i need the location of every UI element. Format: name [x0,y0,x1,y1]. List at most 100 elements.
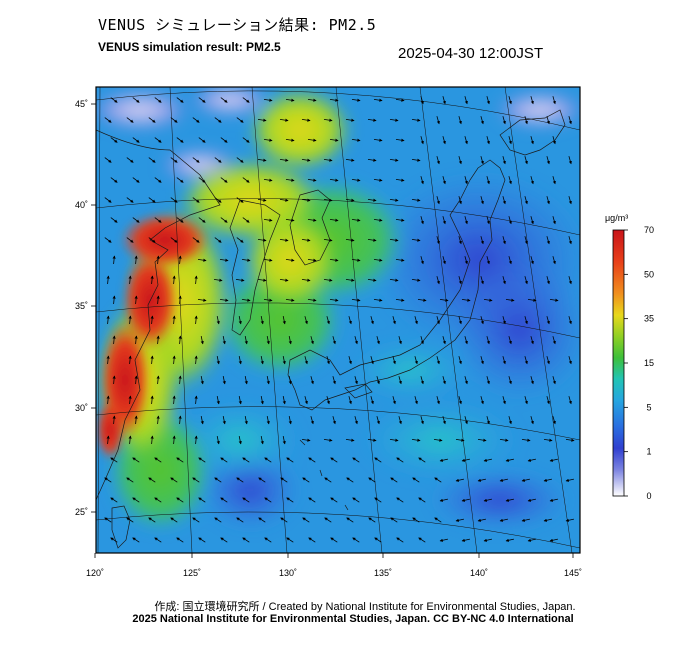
wind-arrow [242,497,250,503]
wind-arrow [352,457,360,463]
wind-arrow [546,196,550,205]
wind-arrow [370,356,374,365]
colorbar-label-0: 0 [646,491,651,501]
wind-arrow [104,117,112,123]
wind-arrow [345,438,355,442]
wind-arrow [439,538,448,542]
wind-arrow [543,438,553,442]
wind-arrow [220,177,228,183]
wind-arrow [480,316,484,325]
wind-arrow [170,517,178,523]
wind-arrow [285,98,295,102]
wind-arrow [436,276,440,285]
wind-arrow [128,395,132,405]
wind-arrow [154,137,162,143]
wind-arrow [420,256,424,265]
wind-arrow [236,517,244,523]
wind-arrow [398,416,402,425]
wind-arrow [345,278,355,282]
wind-arrow [458,316,462,325]
wind-arrow [552,256,556,265]
wind-arrow [549,498,558,502]
wind-arrow [373,178,383,182]
wind-arrow [477,438,487,442]
wind-arrow [549,538,558,542]
wind-arrow [288,416,292,425]
wind-arrow [301,118,311,122]
wind-arrow [352,537,360,543]
wind-arrow [546,116,550,125]
wind-arrow [266,336,270,345]
wind-arrow [132,137,140,143]
wind-arrow [198,457,206,463]
wind-arrow [505,458,514,462]
wind-arrow [126,517,134,523]
wind-arrow [499,438,509,442]
wind-arrow [568,276,572,285]
wind-arrow [238,396,242,405]
colorbar-label-1: 1 [646,447,651,457]
wind-arrow [154,97,162,103]
coastlines [96,109,566,549]
wind-arrow [395,258,405,262]
wind-arrow [307,218,317,222]
wind-arrow [373,258,383,262]
wind-arrow [521,518,530,522]
wind-arrow [373,298,383,302]
wind-arrow [112,415,116,425]
wind-arrow [176,97,184,103]
wind-arrow [436,196,440,205]
wind-arrow [505,538,514,542]
wind-arrow [192,477,200,483]
title-japanese: VENUS シミュレーション結果: PM2.5 [98,16,377,34]
wind-arrow [455,478,464,482]
wind-arrow [434,477,442,483]
wind-arrow [222,416,226,425]
wind-arrow [373,138,383,142]
lat-label-25: 25˚ [75,507,88,517]
wind-arrow [530,256,534,265]
wind-arrow [126,237,134,243]
wind-arrow [420,416,424,425]
wind-arrow [242,217,250,223]
lon-label-145: 145˚ [564,568,582,578]
wind-arrow [508,416,512,425]
wind-arrow [197,258,207,262]
wind-arrow [486,176,490,185]
wind-arrow [282,356,286,365]
wind-arrow [442,96,446,105]
wind-arrow [480,276,484,285]
wind-arrow [170,157,178,163]
lat-label-40: 40˚ [75,200,88,210]
wind-arrow [198,497,206,503]
wind-arrow [285,218,295,222]
lat-label-45: 45˚ [75,99,88,109]
wind-arrow [134,335,138,345]
wind-arrow [241,298,251,302]
wind-arrow [282,396,286,405]
wind-arrow [150,315,154,325]
wind-arrow [565,438,575,442]
wind-arrow [543,478,552,482]
wind-arrow [264,497,272,503]
wind-arrow [524,116,528,125]
wind-arrow [464,136,468,145]
colorbar-unit: μg/m³ [605,213,628,223]
concentration-field [96,87,580,553]
wind-arrow [346,517,354,523]
wind-arrow [263,258,273,262]
wind-arrow [176,457,184,463]
wind-arrow [282,436,286,445]
wind-arrow [351,138,361,142]
wind-arrow [546,276,550,285]
wind-arrow [156,255,160,265]
wind-arrow [480,356,484,365]
wind-arrow [301,238,311,242]
wind-arrow [222,376,226,385]
wind-arrow [302,517,310,523]
wind-arrow [148,157,156,163]
wind-arrow [235,278,245,282]
wind-arrow [458,196,462,205]
wind-arrow [310,336,314,345]
wind-arrow [527,298,537,302]
